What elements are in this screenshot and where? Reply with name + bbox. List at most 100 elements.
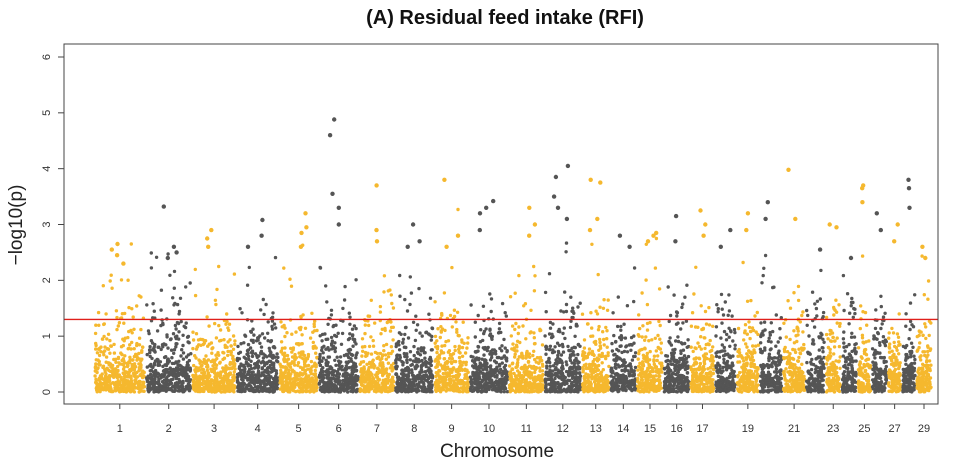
snp-point [340, 331, 345, 336]
snp-point [544, 384, 548, 388]
snp-point [415, 388, 419, 393]
snp-point [294, 373, 299, 377]
snp-point [601, 306, 606, 310]
snp-point [178, 296, 183, 300]
snp-point [561, 344, 565, 349]
snp-point [524, 337, 528, 341]
snp-point [453, 344, 457, 349]
snp-point [418, 331, 422, 335]
snp-point [127, 329, 131, 334]
snp-point [248, 384, 253, 388]
snp-point [573, 334, 577, 338]
snp-point [236, 381, 241, 385]
snp-point [150, 365, 154, 369]
snp-point [428, 296, 433, 300]
snp-point [313, 374, 318, 378]
snp-point [497, 330, 501, 335]
snp-point [301, 366, 305, 370]
snp-point [566, 378, 570, 382]
snp-point [587, 347, 592, 351]
snp-point [278, 381, 283, 385]
snp-point [503, 371, 507, 376]
snp-point [215, 377, 219, 382]
snp-point [596, 383, 600, 387]
snp-point [168, 337, 173, 342]
snp-point [550, 373, 554, 377]
snp-point [541, 383, 545, 387]
snp-point [590, 362, 594, 367]
snp-point [227, 322, 232, 326]
snp-point [352, 324, 357, 328]
snp-point [361, 360, 366, 364]
snp-point [570, 366, 575, 370]
snp-point [288, 362, 292, 366]
snp-point [231, 359, 236, 363]
snp-point [314, 351, 318, 355]
snp-point [362, 388, 366, 393]
snp-point [369, 335, 373, 339]
peak-point [374, 183, 379, 188]
snp-point [320, 348, 324, 352]
snp-point [358, 362, 362, 366]
snp-point [580, 312, 585, 316]
snp-point [551, 379, 555, 383]
snp-point [246, 362, 250, 366]
snp-point [485, 385, 489, 389]
snp-point [448, 352, 453, 357]
snp-point [173, 323, 178, 328]
snp-point [422, 382, 426, 386]
snp-point [93, 374, 97, 378]
snp-point [286, 371, 290, 376]
snp-point [398, 294, 402, 298]
snp-point [597, 324, 601, 329]
snp-point [346, 337, 351, 342]
snp-point [252, 380, 256, 385]
snp-point [226, 340, 230, 344]
snp-point [149, 375, 154, 380]
snp-point [312, 322, 316, 326]
snp-point [290, 355, 295, 359]
snp-point [193, 293, 198, 298]
snp-point [140, 357, 144, 361]
snp-point [325, 363, 330, 368]
snp-point [233, 342, 237, 347]
snp-point [548, 364, 552, 368]
snp-point [344, 382, 348, 387]
snp-point [271, 311, 275, 315]
snp-point [279, 368, 283, 373]
snp-point [603, 385, 607, 389]
snp-point [172, 348, 177, 352]
snp-point [304, 386, 308, 390]
snp-point [152, 363, 157, 367]
snp-point [107, 384, 112, 388]
snp-point [495, 375, 499, 379]
peak-point [206, 244, 211, 249]
snp-point [532, 331, 536, 335]
snp-point [266, 320, 270, 324]
snp-point [461, 390, 465, 394]
snp-point [95, 351, 100, 355]
snp-point [570, 376, 575, 380]
snp-point [229, 388, 233, 392]
snp-point [231, 347, 236, 351]
snp-point [288, 277, 292, 281]
snp-point [164, 355, 168, 359]
snp-point [232, 370, 236, 374]
snp-point [115, 315, 119, 320]
snp-point [169, 378, 173, 382]
snp-point [598, 372, 603, 376]
snp-point [582, 357, 586, 361]
snp-point [233, 339, 237, 343]
snp-point [103, 345, 107, 349]
snp-point [599, 354, 603, 359]
snp-point [482, 372, 487, 376]
snp-point [148, 345, 152, 349]
snp-point [184, 355, 189, 359]
snp-point [157, 345, 161, 349]
snp-point [262, 360, 266, 365]
snp-point [589, 382, 593, 386]
snp-point [165, 360, 170, 364]
snp-point [163, 384, 167, 388]
snp-point [191, 380, 196, 384]
snp-point [478, 363, 483, 368]
